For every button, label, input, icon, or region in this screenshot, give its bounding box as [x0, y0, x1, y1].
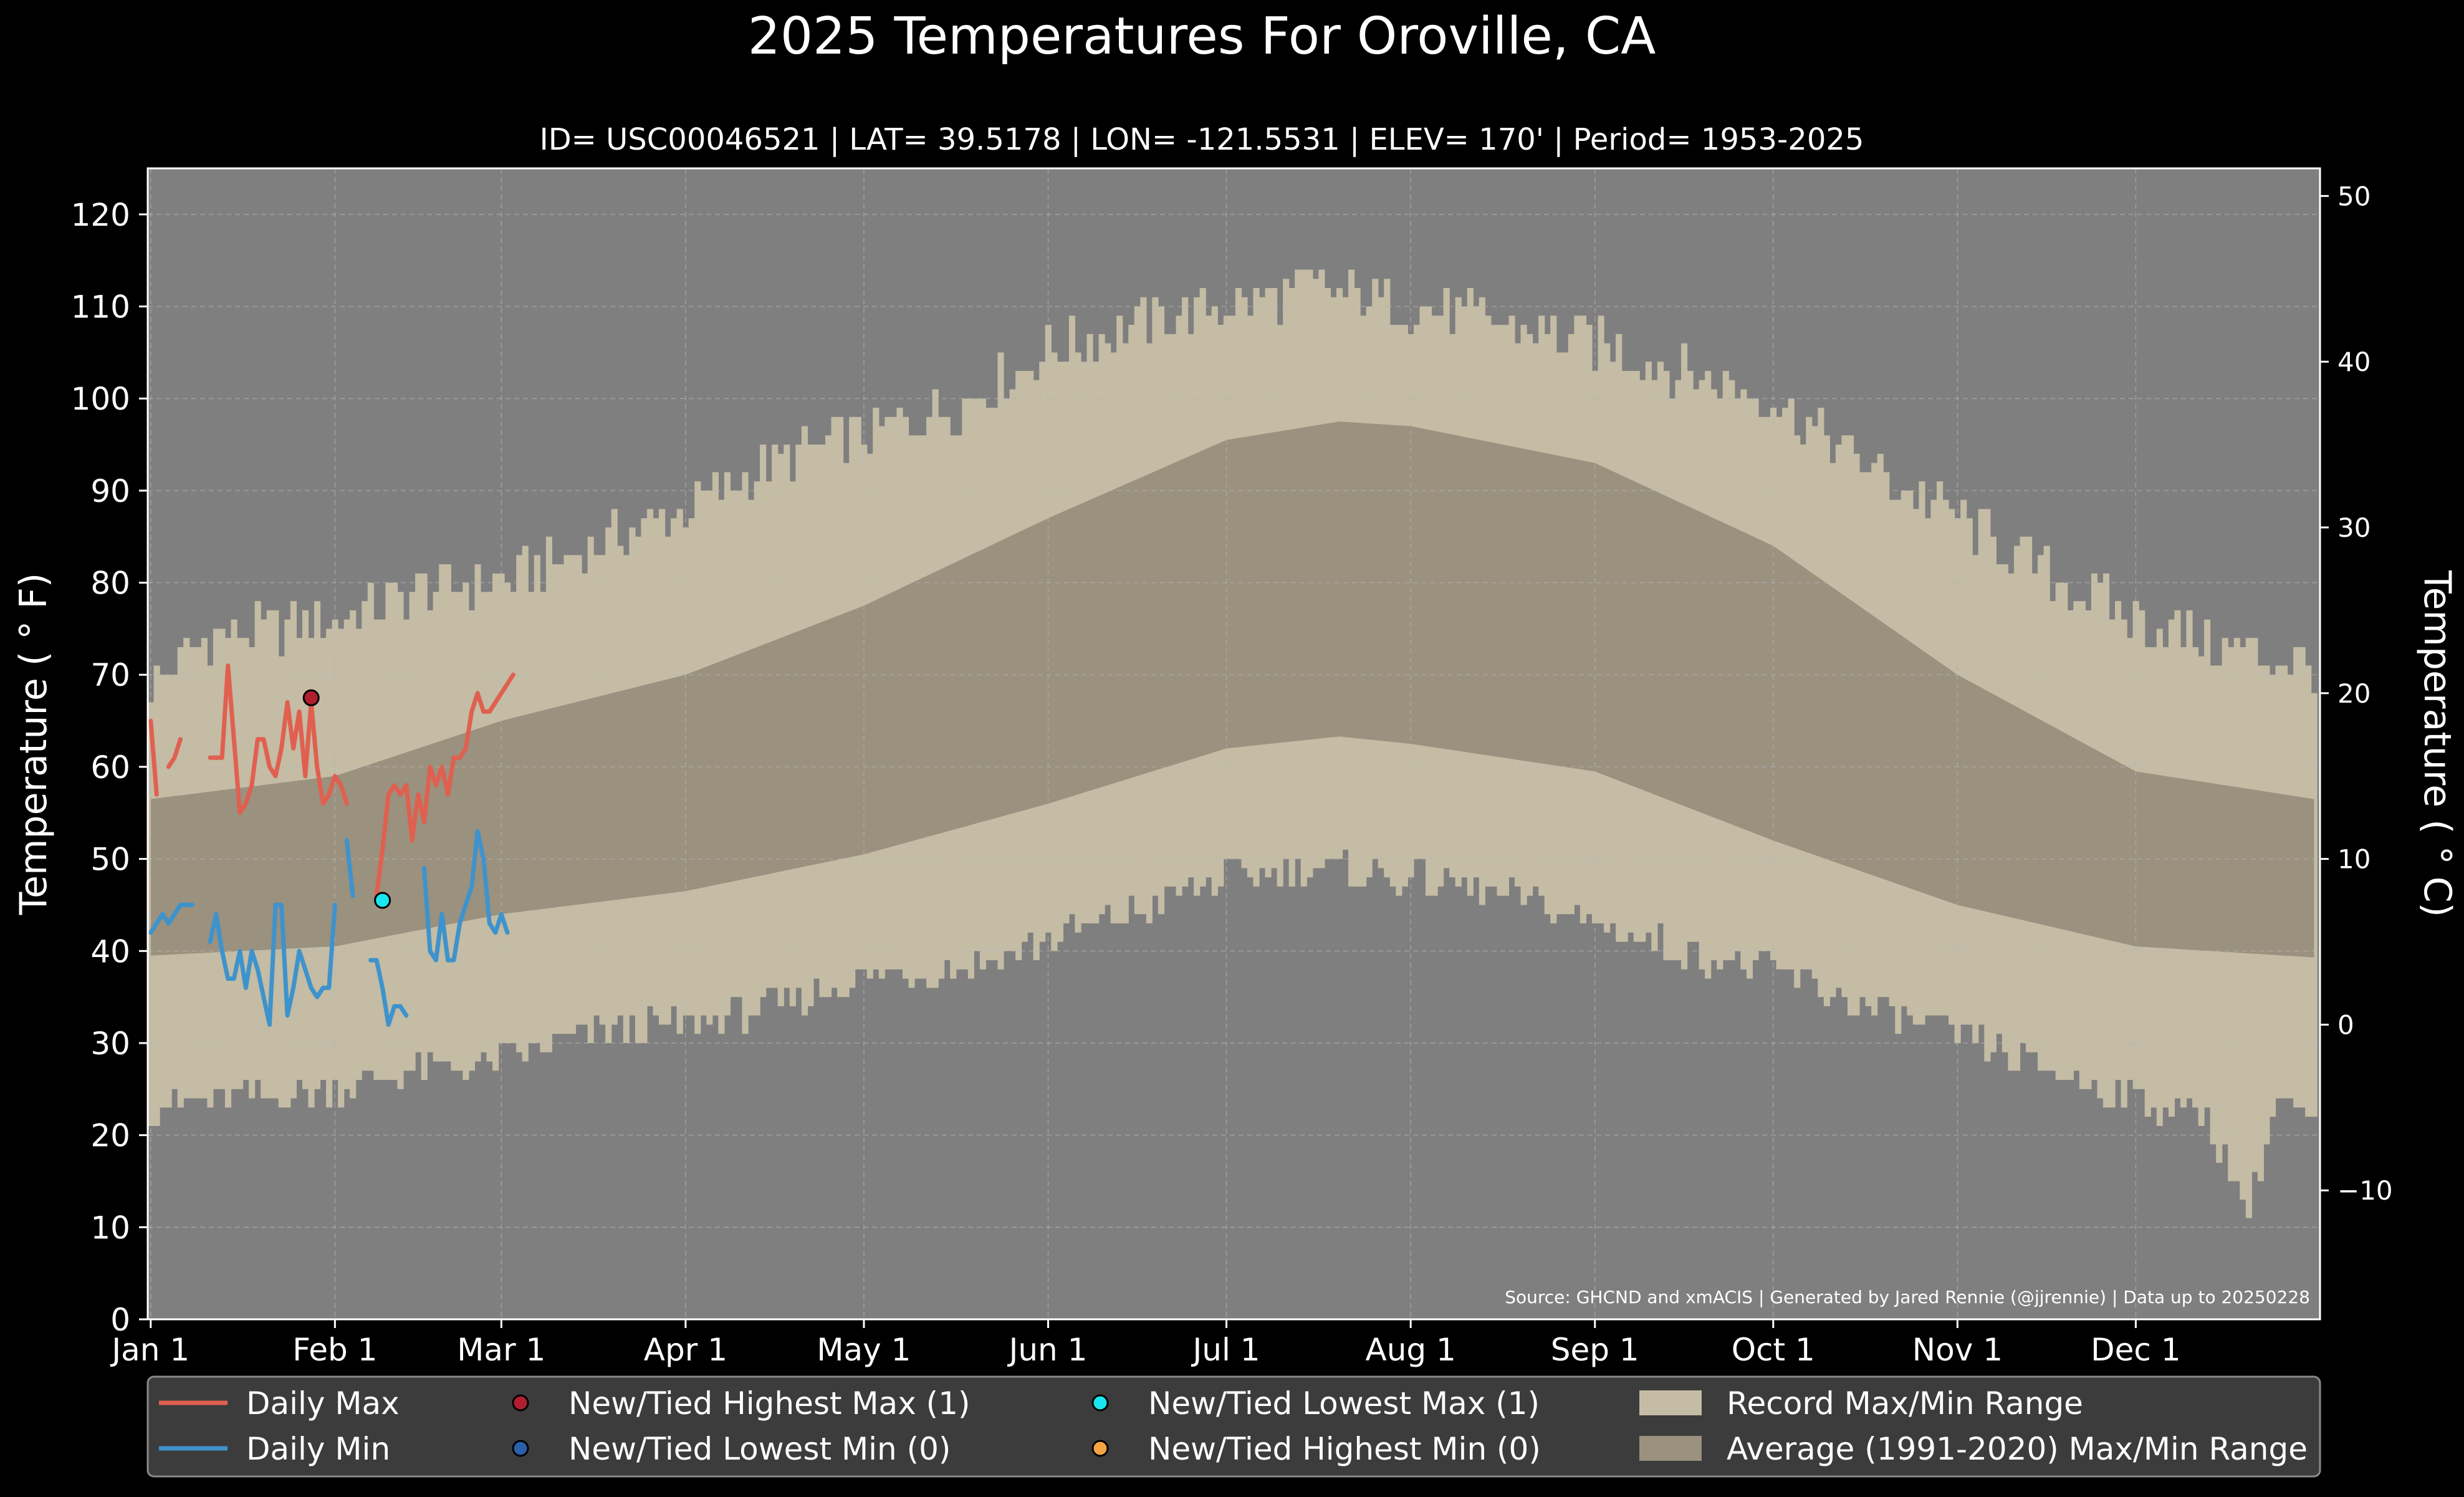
daily-max-line	[148, 718, 159, 797]
y-right-tick-label: 20	[2337, 678, 2371, 709]
legend-label: New/Tied Highest Min (0)	[1148, 1431, 1541, 1467]
y-tick-label: 100	[71, 381, 130, 417]
y-right-tick-label: 40	[2337, 347, 2371, 377]
x-tick-label: Sep 1	[1551, 1332, 1639, 1368]
y-right-tick-label: 30	[2337, 513, 2371, 543]
source-note: Source: GHCND and xmACIS | Generated by …	[1505, 1287, 2310, 1307]
y-tick-label: 110	[71, 289, 130, 325]
y-axis-right-label: Temperature ( ° C)	[2415, 570, 2459, 917]
legend-label: Average (1991-2020) Max/Min Range	[1727, 1431, 2308, 1467]
daily-max-line	[166, 737, 183, 769]
legend-patch-swatch	[1639, 1436, 1702, 1461]
legend-box	[146, 1375, 2321, 1478]
legend-label: New/Tied Lowest Max (1)	[1148, 1385, 1540, 1422]
y-right-tick-label: 10	[2337, 844, 2371, 875]
y-tick-label: 120	[71, 197, 130, 233]
y-tick-label: 80	[90, 566, 130, 602]
y-axis-right: −10 0 10 20 30 40 50	[2320, 181, 2393, 1206]
legend-marker-swatch	[512, 1440, 529, 1457]
x-tick-label: Jun 1	[1007, 1332, 1088, 1368]
y-tick-label: 30	[90, 1026, 130, 1062]
y-tick-label: 0	[110, 1302, 130, 1338]
daily-min-line	[368, 958, 409, 1027]
y-tick-label: 90	[90, 473, 130, 509]
y-tick-label: 20	[90, 1118, 130, 1154]
y-tick-label: 50	[90, 842, 130, 878]
record-markers	[302, 689, 391, 909]
x-tick-label: Aug 1	[1365, 1332, 1455, 1368]
y-tick-label: 40	[90, 933, 130, 970]
y-tick-label: 10	[90, 1210, 130, 1246]
y-right-tick-label: 50	[2337, 181, 2371, 211]
daily-min-line	[148, 902, 194, 935]
x-tick-label: May 1	[817, 1332, 911, 1368]
y-tick-label: 70	[90, 657, 130, 693]
legend-patch-swatch	[1639, 1390, 1702, 1415]
x-axis: Jan 1 Feb 1 Mar 1 Apr 1 May 1 Jun 1 Jul 1 Aug 1…	[110, 1319, 2181, 1368]
x-tick-label: Dec 1	[2091, 1332, 2180, 1368]
daily-min-line	[344, 838, 355, 898]
y-right-tick-label: 0	[2337, 1009, 2354, 1040]
legend-marker-swatch	[1091, 1394, 1109, 1412]
chart-subtitle: ID= USC00046521 | LAT= 39.5178 | LON= -1…	[540, 122, 1864, 157]
daily-max-line	[208, 663, 349, 816]
chart-title: 2025 Temperatures For Oroville, CA	[748, 7, 1656, 66]
legend-label: Record Max/Min Range	[1727, 1385, 2083, 1422]
record-marker	[302, 689, 320, 706]
legend-label: New/Tied Lowest Min (0)	[568, 1431, 951, 1467]
record-range-bar	[2311, 693, 2318, 1117]
x-tick-label: Oct 1	[1732, 1332, 1815, 1368]
daily-min-line	[208, 902, 337, 1027]
y-right-tick-label: −10	[2337, 1175, 2393, 1206]
plot-frame	[146, 167, 2321, 1321]
y-tick-label: 60	[90, 749, 130, 786]
x-tick-label: Apr 1	[644, 1332, 727, 1368]
x-tick-label: Mar 1	[457, 1332, 545, 1368]
x-tick-label: Jan 1	[110, 1332, 189, 1368]
legend-marker-swatch	[1091, 1440, 1109, 1457]
y-axis-left: 0 10 20 30 40 50 60 70 80 90 100 110 120	[71, 197, 148, 1338]
legend-label: Daily Min	[246, 1431, 390, 1467]
daily-max-line	[374, 672, 515, 898]
legend-marker-swatch	[512, 1394, 529, 1412]
daily-series	[148, 663, 515, 1027]
daily-min-line	[421, 829, 510, 963]
x-tick-label: Jul 1	[1191, 1332, 1260, 1368]
x-tick-label: Nov 1	[1912, 1332, 2003, 1368]
legend-label: Daily Max	[246, 1385, 400, 1422]
legend-label: New/Tied Highest Max (1)	[568, 1385, 971, 1422]
legend: Daily Max Daily Min New/Tied Highest Max (…	[146, 1375, 2321, 1478]
y-axis-left-label: Temperature ( ° F)	[12, 573, 55, 916]
x-tick-label: Feb 1	[292, 1332, 377, 1368]
record-marker	[374, 892, 391, 909]
